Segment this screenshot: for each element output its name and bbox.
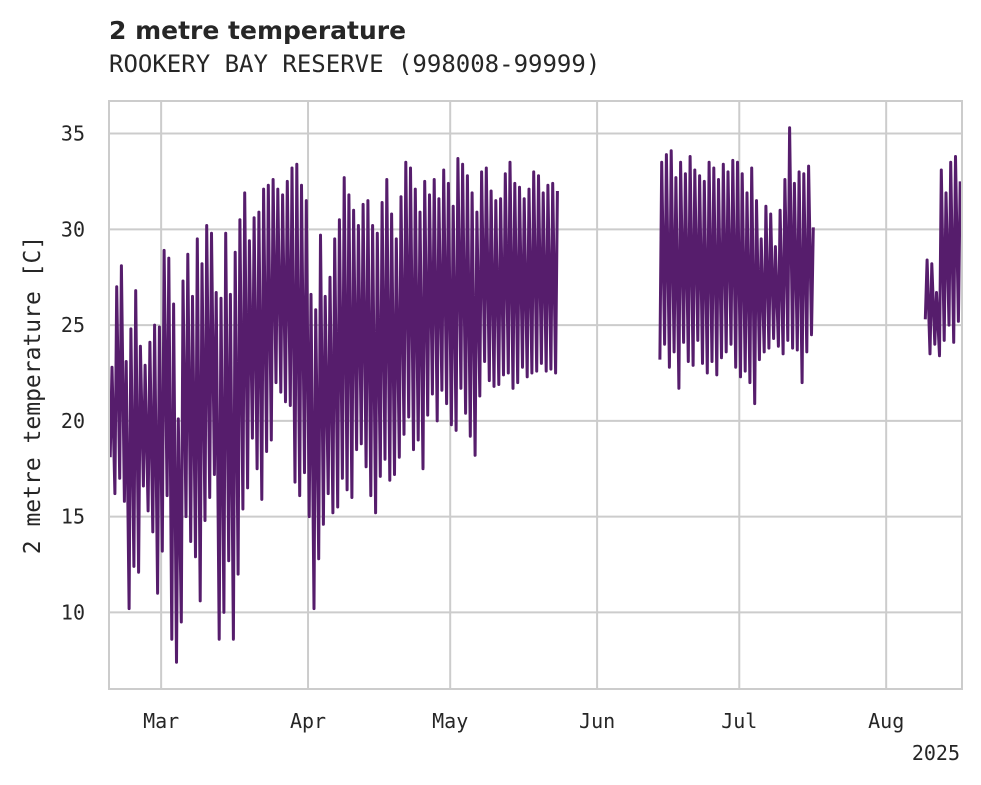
x-tick-label: Aug — [868, 709, 904, 733]
x-tick-label: Apr — [290, 709, 326, 733]
x-tick-label: Mar — [143, 709, 179, 733]
y-tick-label: 20 — [61, 409, 85, 433]
chart-title: 2 metre temperature — [109, 16, 407, 45]
x-year-label: 2025 — [912, 741, 960, 765]
x-tick-labels: Mar Apr May Jun Jul Aug — [143, 709, 904, 733]
x-tick-label: Jul — [721, 709, 757, 733]
chart-subtitle: ROOKERY BAY RESERVE (998008-99999) — [109, 50, 601, 78]
y-tick-label: 15 — [61, 505, 85, 529]
series-temperature — [108, 126, 962, 664]
plot-frame — [108, 100, 963, 690]
y-axis-label: 2 metre temperature [C] — [20, 236, 46, 555]
series-line-segment — [658, 126, 815, 406]
y-tick-label: 10 — [61, 600, 85, 624]
series-line-segment — [923, 155, 962, 358]
y-tick-label: 30 — [61, 217, 85, 241]
x-tick-label: Jun — [579, 709, 615, 733]
series-line-segment — [108, 157, 559, 664]
y-tick-labels: 10 15 20 25 30 35 — [61, 122, 85, 625]
y-tick-label: 25 — [61, 313, 85, 337]
x-tick-label: May — [432, 709, 468, 733]
y-tick-label: 35 — [61, 122, 85, 146]
